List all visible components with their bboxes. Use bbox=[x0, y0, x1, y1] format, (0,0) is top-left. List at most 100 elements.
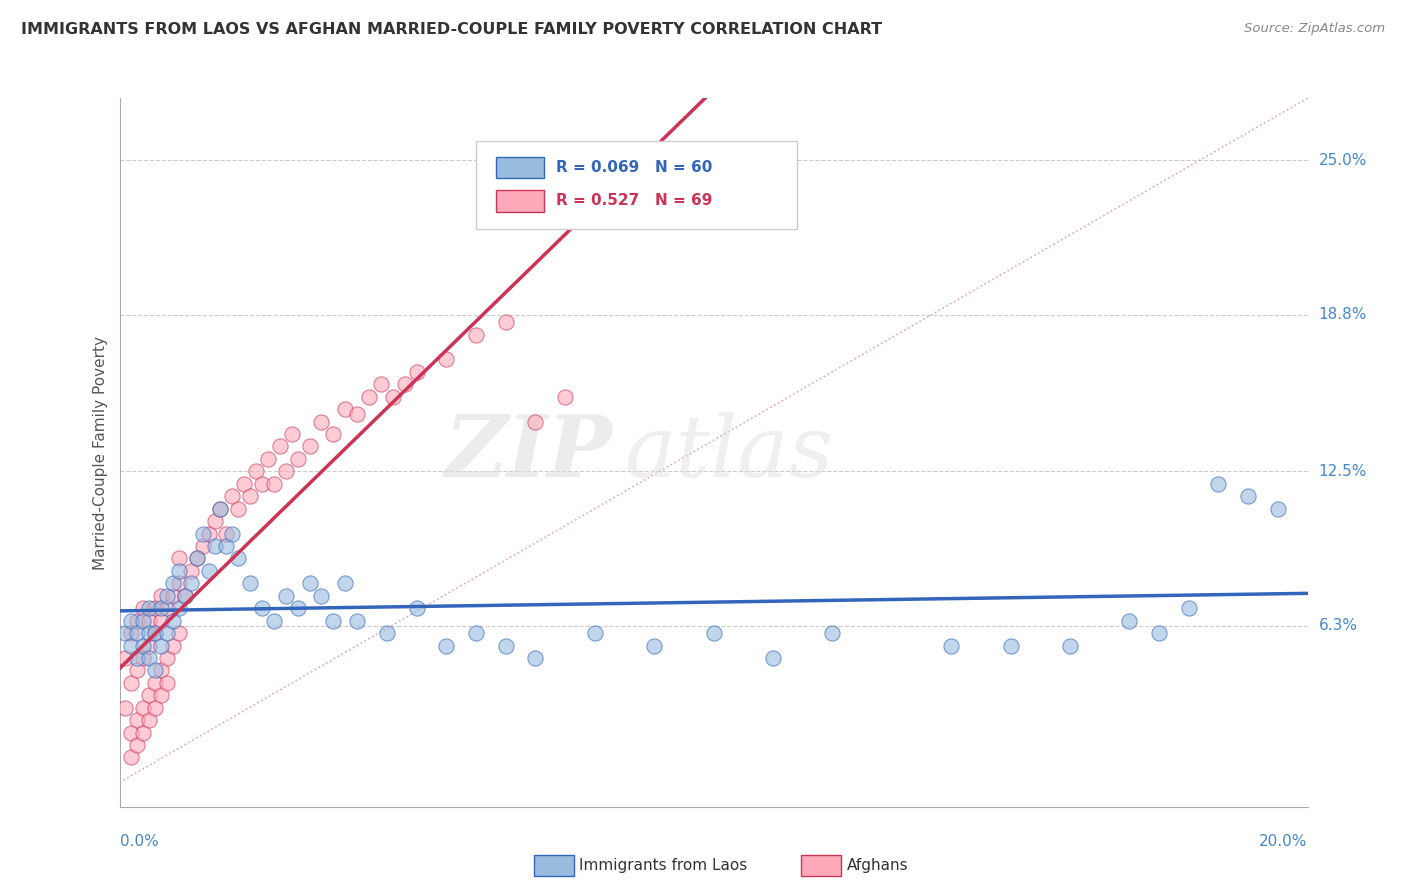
Point bbox=[143, 676, 166, 690]
Point bbox=[702, 626, 725, 640]
Point bbox=[1237, 489, 1260, 503]
Text: 20.0%: 20.0% bbox=[1260, 834, 1308, 848]
Text: atlas: atlas bbox=[624, 411, 834, 494]
Point bbox=[114, 700, 136, 714]
Point bbox=[1118, 614, 1140, 628]
Point bbox=[281, 427, 304, 442]
Point bbox=[554, 390, 576, 404]
Point bbox=[167, 626, 190, 640]
Point bbox=[346, 407, 368, 421]
Point bbox=[127, 651, 149, 665]
Point bbox=[120, 750, 142, 764]
Point bbox=[162, 639, 184, 653]
FancyBboxPatch shape bbox=[475, 141, 797, 229]
Point bbox=[495, 315, 517, 329]
Point bbox=[269, 440, 291, 454]
Point bbox=[127, 738, 149, 752]
Text: IMMIGRANTS FROM LAOS VS AFGHAN MARRIED-COUPLE FAMILY POVERTY CORRELATION CHART: IMMIGRANTS FROM LAOS VS AFGHAN MARRIED-C… bbox=[21, 22, 882, 37]
Point bbox=[143, 664, 166, 678]
Point bbox=[250, 601, 273, 615]
Point bbox=[197, 526, 219, 541]
Text: R = 0.069   N = 60: R = 0.069 N = 60 bbox=[555, 161, 711, 175]
Point bbox=[1059, 639, 1081, 653]
Point bbox=[204, 514, 226, 528]
Point bbox=[239, 576, 262, 591]
Point bbox=[274, 589, 297, 603]
Bar bbox=[496, 157, 544, 178]
Point bbox=[263, 614, 285, 628]
Point bbox=[143, 626, 166, 640]
Y-axis label: Married-Couple Family Poverty: Married-Couple Family Poverty bbox=[93, 335, 108, 570]
Point bbox=[464, 327, 486, 342]
Point bbox=[191, 526, 214, 541]
Text: 12.5%: 12.5% bbox=[1319, 464, 1367, 479]
Point bbox=[335, 576, 357, 591]
Point bbox=[186, 551, 208, 566]
Text: 0.0%: 0.0% bbox=[120, 834, 159, 848]
Point bbox=[162, 589, 184, 603]
Point bbox=[322, 614, 344, 628]
Point bbox=[375, 626, 398, 640]
Point bbox=[127, 664, 149, 678]
Point bbox=[120, 626, 142, 640]
Point bbox=[346, 614, 368, 628]
Point bbox=[209, 501, 232, 516]
Point bbox=[263, 476, 285, 491]
Point bbox=[495, 639, 517, 653]
Point bbox=[167, 576, 190, 591]
Point bbox=[143, 626, 166, 640]
Text: 18.8%: 18.8% bbox=[1319, 307, 1367, 322]
Point bbox=[127, 713, 149, 727]
Point bbox=[138, 651, 160, 665]
Point bbox=[150, 589, 173, 603]
Point bbox=[132, 651, 155, 665]
Point bbox=[120, 639, 142, 653]
Point bbox=[156, 626, 179, 640]
Point bbox=[524, 651, 547, 665]
Point bbox=[250, 476, 273, 491]
Point bbox=[167, 564, 190, 578]
Point bbox=[215, 539, 238, 553]
Point bbox=[394, 377, 416, 392]
Point bbox=[228, 551, 250, 566]
Point bbox=[186, 551, 208, 566]
Point bbox=[138, 601, 160, 615]
Point bbox=[150, 688, 173, 702]
Point bbox=[821, 626, 844, 640]
Text: Afghans: Afghans bbox=[846, 858, 908, 872]
Point bbox=[114, 651, 136, 665]
Point bbox=[173, 589, 195, 603]
Point bbox=[1208, 476, 1230, 491]
Point bbox=[132, 614, 155, 628]
Text: ZIP: ZIP bbox=[444, 411, 613, 494]
Point bbox=[197, 564, 219, 578]
Point bbox=[233, 476, 256, 491]
Point bbox=[215, 526, 238, 541]
Text: Immigrants from Laos: Immigrants from Laos bbox=[579, 858, 748, 872]
Point bbox=[405, 365, 427, 379]
Point bbox=[138, 688, 160, 702]
Point bbox=[434, 352, 457, 367]
Point bbox=[370, 377, 392, 392]
Point bbox=[156, 589, 179, 603]
Point bbox=[138, 626, 160, 640]
Point bbox=[114, 626, 136, 640]
Point bbox=[245, 464, 267, 478]
Point bbox=[150, 639, 173, 653]
Point bbox=[120, 676, 142, 690]
Point bbox=[156, 676, 179, 690]
Text: Source: ZipAtlas.com: Source: ZipAtlas.com bbox=[1244, 22, 1385, 36]
Point bbox=[138, 639, 160, 653]
Point bbox=[322, 427, 344, 442]
Point bbox=[1147, 626, 1170, 640]
Point bbox=[162, 614, 184, 628]
Point bbox=[239, 489, 262, 503]
Point bbox=[298, 440, 321, 454]
Point bbox=[257, 451, 280, 466]
Point bbox=[127, 626, 149, 640]
Point bbox=[311, 589, 333, 603]
Point bbox=[143, 700, 166, 714]
Point bbox=[132, 700, 155, 714]
Point bbox=[156, 651, 179, 665]
Point bbox=[643, 639, 665, 653]
